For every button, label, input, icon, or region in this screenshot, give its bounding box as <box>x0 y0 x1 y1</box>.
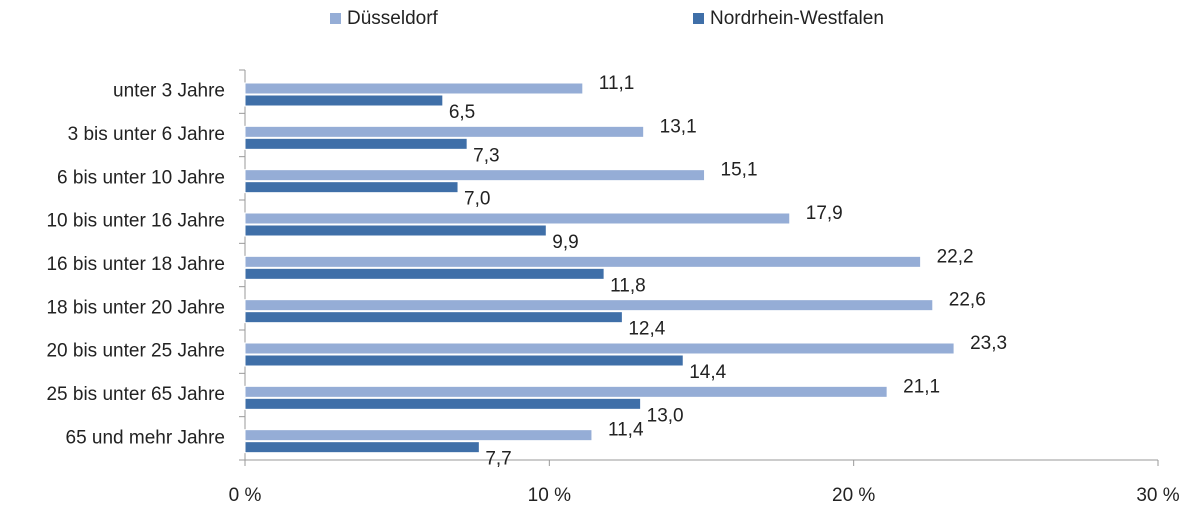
data-label: 14,4 <box>689 362 726 383</box>
bar <box>244 125 645 138</box>
data-label: 7,3 <box>473 145 499 166</box>
data-label: 6,5 <box>449 102 475 123</box>
legend-label: Nordrhein-Westfalen <box>710 8 884 29</box>
data-label: 7,7 <box>485 449 511 470</box>
y-tick-label: 25 bis unter 65 Jahre <box>46 384 225 405</box>
legend-swatch <box>330 13 341 24</box>
data-label: 22,2 <box>937 246 974 267</box>
data-label: 13,1 <box>660 116 697 137</box>
y-tick-label: 3 bis unter 6 Jahre <box>68 124 225 145</box>
data-label: 23,3 <box>970 333 1007 354</box>
y-tick-label: 20 bis unter 25 Jahre <box>46 341 225 362</box>
data-label: 22,6 <box>949 290 986 311</box>
x-tick-label: 30 % <box>1136 485 1179 506</box>
bar <box>244 429 593 442</box>
x-tick-label: 0 % <box>229 485 262 506</box>
data-label: 9,9 <box>552 232 578 253</box>
data-label: 13,0 <box>647 405 684 426</box>
bar <box>244 255 922 268</box>
data-label: 12,4 <box>628 319 665 340</box>
bar <box>244 441 480 454</box>
y-tick-label: 6 bis unter 10 Jahre <box>57 167 225 188</box>
data-label: 11,4 <box>608 420 644 441</box>
y-tick-label: 65 und mehr Jahre <box>66 427 226 448</box>
data-label: 15,1 <box>721 160 758 181</box>
legend-swatch <box>693 13 704 24</box>
y-tick-label: 18 bis unter 20 Jahre <box>46 297 225 318</box>
bar <box>244 137 468 150</box>
y-tick-label: 16 bis unter 18 Jahre <box>46 254 225 275</box>
x-tick-label: 10 % <box>528 485 571 506</box>
bar <box>244 267 605 280</box>
bar <box>244 212 791 225</box>
bar <box>244 385 888 398</box>
bar <box>244 82 584 95</box>
x-tick-label: 20 % <box>832 485 875 506</box>
y-tick-label: 10 bis unter 16 Jahre <box>46 211 225 232</box>
bar <box>244 94 444 107</box>
bar <box>244 311 623 324</box>
data-label: 11,8 <box>610 275 646 296</box>
data-label: 11,1 <box>599 73 635 94</box>
data-label: 7,0 <box>464 189 490 210</box>
data-label: 21,1 <box>903 376 940 397</box>
bar <box>244 397 642 410</box>
bar <box>244 169 706 182</box>
legend-label: Düsseldorf <box>347 8 439 29</box>
bar <box>244 181 459 194</box>
bar <box>244 354 684 367</box>
y-tick-label: unter 3 Jahre <box>113 81 225 102</box>
bar <box>244 342 955 355</box>
bar <box>244 299 934 312</box>
bar <box>244 224 547 237</box>
data-label: 17,9 <box>806 203 843 224</box>
